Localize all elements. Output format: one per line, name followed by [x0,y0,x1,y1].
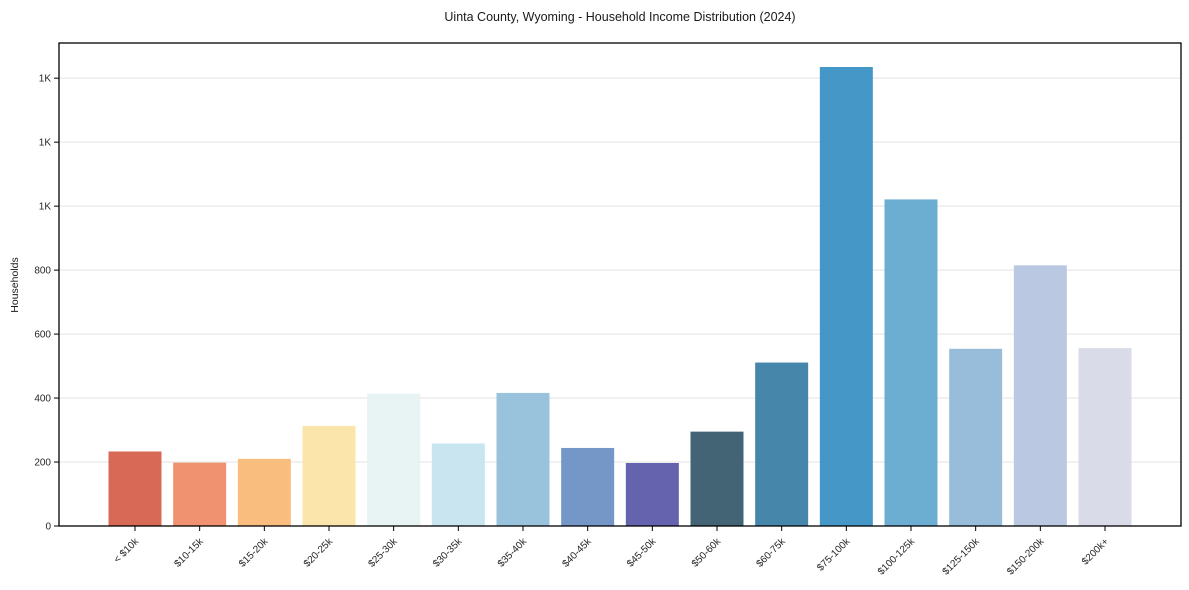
x-tick-label: $150-200k [1005,536,1047,578]
x-tick-label: $30-35k [431,536,465,570]
y-axis-title: Households [9,257,21,313]
bar-$30-35k [431,443,485,526]
x-tick-label: $45-50k [625,536,659,570]
bar-$10-15k [173,462,227,526]
y-tick-label: 800 [34,266,51,277]
y-tick-label: 200 [34,458,51,469]
x-tick-label: $200k+ [1080,536,1111,567]
y-tick-label: 1K [39,202,52,213]
bar-$150-200k [1013,265,1067,526]
chart-title: Uinta County, Wyoming - Household Income… [444,10,796,24]
bar-$15-20k [237,458,291,526]
x-tick-label: $20-25k [302,536,336,570]
y-tick-label: 1K [39,74,52,85]
x-tick-label: $100-125k [876,536,918,578]
bar-$25-30k [367,393,421,526]
x-tick-label: $40-45k [560,536,594,570]
bar-< $10k [108,451,162,526]
bar-$40-45k [561,447,615,526]
bar-$35-40k [496,392,550,526]
x-tick-label: $25-30k [366,536,400,570]
bar-$45-50k [625,462,679,526]
bar-$75-100k [819,66,873,527]
x-tick-label: $75-100k [815,536,853,574]
y-tick-label: 0 [45,522,51,533]
bar-$200k+ [1078,348,1132,526]
bar-$100-125k [884,199,938,527]
x-tick-label: $10-15k [172,536,206,570]
x-tick-label: $50-60k [690,536,724,570]
x-tick-label: $125-150k [941,536,983,578]
bar-$50-60k [690,431,744,526]
y-tick-label: 600 [34,330,51,341]
y-tick-label: 400 [34,394,51,405]
x-tick-label: $15-20k [237,536,271,570]
plot-border [58,42,1182,527]
x-tick-label: < $10k [112,536,142,566]
x-tick-label: $60-75k [754,536,788,570]
x-tick-label: $35-40k [496,536,530,570]
plot-background [59,43,1181,526]
bar-$20-25k [302,425,356,526]
bar-$60-75k [755,362,809,526]
bar-$125-150k [949,348,1003,526]
y-tick-label: 1K [39,138,52,149]
